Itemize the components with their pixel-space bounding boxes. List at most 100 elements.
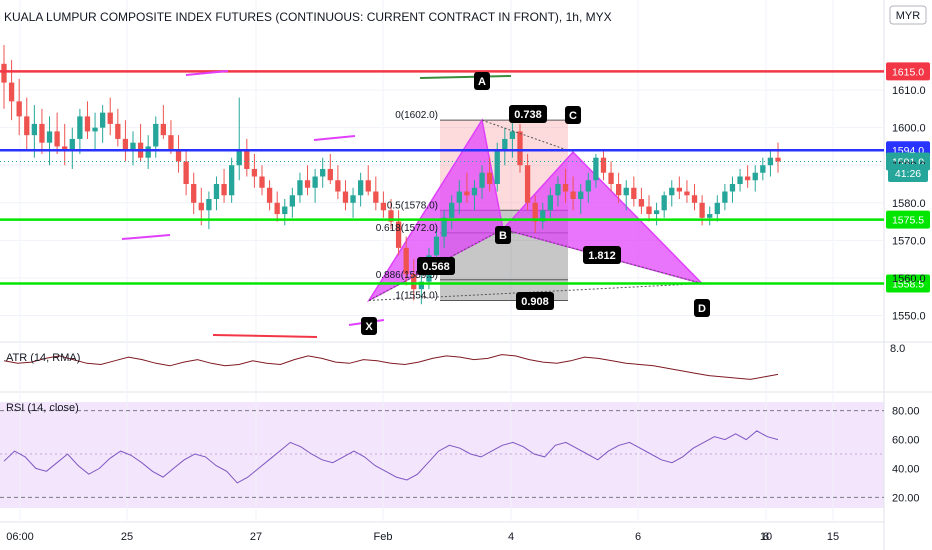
candle[interactable] bbox=[486, 157, 493, 192]
candle[interactable] bbox=[191, 172, 197, 215]
candle[interactable] bbox=[441, 210, 447, 248]
candles-layer[interactable] bbox=[1, 45, 781, 305]
currency-box[interactable] bbox=[889, 5, 927, 25]
trend-segment[interactable] bbox=[121, 234, 171, 240]
candle[interactable] bbox=[289, 187, 296, 218]
candle[interactable] bbox=[456, 180, 462, 215]
candle[interactable] bbox=[631, 176, 637, 207]
candle[interactable] bbox=[115, 108, 121, 147]
candle[interactable] bbox=[418, 270, 425, 305]
candle[interactable] bbox=[669, 180, 675, 207]
candle[interactable] bbox=[365, 165, 371, 196]
candle[interactable] bbox=[39, 108, 45, 154]
candle[interactable] bbox=[775, 142, 781, 173]
candle[interactable] bbox=[502, 127, 508, 166]
trend-segment[interactable] bbox=[313, 135, 356, 141]
candle[interactable] bbox=[737, 168, 743, 192]
candle[interactable] bbox=[221, 168, 227, 203]
candle[interactable] bbox=[8, 60, 15, 121]
candle[interactable] bbox=[593, 153, 599, 188]
candle[interactable] bbox=[509, 120, 516, 158]
candle[interactable] bbox=[707, 206, 713, 226]
candle[interactable] bbox=[449, 195, 455, 230]
candle[interactable] bbox=[122, 120, 129, 162]
candle[interactable] bbox=[213, 176, 220, 211]
candle[interactable] bbox=[350, 187, 356, 218]
candle[interactable] bbox=[464, 172, 470, 203]
candle[interactable] bbox=[373, 176, 379, 211]
candle[interactable] bbox=[714, 195, 720, 222]
candle[interactable] bbox=[767, 150, 774, 177]
candle[interactable] bbox=[623, 180, 629, 211]
candle[interactable] bbox=[228, 157, 235, 203]
candle[interactable] bbox=[411, 259, 417, 301]
candle[interactable] bbox=[274, 191, 280, 222]
candle[interactable] bbox=[760, 157, 766, 181]
candle[interactable] bbox=[84, 101, 91, 139]
candle[interactable] bbox=[608, 161, 614, 192]
candle[interactable] bbox=[471, 180, 478, 211]
trend-segment[interactable] bbox=[212, 334, 318, 338]
candle[interactable] bbox=[92, 112, 98, 151]
candle[interactable] bbox=[77, 108, 83, 154]
candle[interactable] bbox=[532, 195, 538, 233]
candle[interactable] bbox=[691, 184, 698, 211]
candle[interactable] bbox=[752, 165, 758, 192]
candle[interactable] bbox=[570, 176, 576, 211]
candle[interactable] bbox=[16, 78, 22, 136]
candle[interactable] bbox=[388, 199, 394, 230]
candle[interactable] bbox=[145, 135, 151, 169]
candle[interactable] bbox=[266, 180, 273, 211]
candle[interactable] bbox=[744, 165, 751, 188]
candle[interactable] bbox=[646, 195, 652, 222]
candle[interactable] bbox=[722, 184, 728, 211]
candle[interactable] bbox=[653, 202, 660, 226]
candle[interactable] bbox=[661, 191, 667, 218]
candle[interactable] bbox=[335, 165, 341, 200]
candle[interactable] bbox=[99, 105, 106, 143]
candle[interactable] bbox=[517, 123, 523, 173]
candle[interactable] bbox=[251, 153, 258, 188]
candle[interactable] bbox=[615, 172, 622, 203]
candle[interactable] bbox=[282, 199, 288, 226]
candle[interactable] bbox=[327, 153, 333, 184]
trend-segment[interactable] bbox=[185, 70, 229, 76]
candle[interactable] bbox=[380, 191, 387, 218]
candle[interactable] bbox=[562, 168, 569, 203]
candle[interactable] bbox=[395, 210, 402, 256]
candle[interactable] bbox=[312, 168, 318, 203]
candle[interactable] bbox=[62, 123, 68, 166]
candle[interactable] bbox=[578, 184, 584, 215]
candle[interactable] bbox=[729, 176, 736, 203]
candle[interactable] bbox=[638, 187, 645, 215]
candle[interactable] bbox=[69, 127, 75, 169]
candle[interactable] bbox=[236, 97, 242, 181]
candle[interactable] bbox=[585, 172, 591, 203]
candle[interactable] bbox=[107, 97, 113, 136]
candle[interactable] bbox=[479, 165, 485, 200]
candle[interactable] bbox=[684, 180, 690, 203]
candle[interactable] bbox=[259, 165, 265, 196]
candle[interactable] bbox=[524, 153, 531, 211]
candle[interactable] bbox=[244, 138, 250, 177]
candle[interactable] bbox=[357, 172, 364, 207]
candle[interactable] bbox=[676, 176, 683, 200]
candle[interactable] bbox=[304, 165, 311, 196]
candle[interactable] bbox=[540, 202, 546, 230]
candle[interactable] bbox=[54, 112, 60, 154]
candle[interactable] bbox=[320, 157, 326, 188]
candle[interactable] bbox=[168, 120, 174, 154]
candle[interactable] bbox=[175, 135, 182, 173]
candle[interactable] bbox=[183, 150, 189, 196]
candle[interactable] bbox=[600, 150, 607, 181]
candle[interactable] bbox=[555, 176, 561, 207]
candle[interactable] bbox=[206, 191, 212, 230]
candle[interactable] bbox=[160, 105, 167, 139]
candle[interactable] bbox=[31, 105, 38, 158]
trend-segment[interactable] bbox=[419, 75, 512, 79]
candle[interactable] bbox=[342, 180, 349, 211]
candle[interactable] bbox=[1, 45, 7, 109]
candle[interactable] bbox=[46, 116, 53, 166]
candle[interactable] bbox=[24, 97, 30, 151]
candle[interactable] bbox=[547, 187, 554, 218]
